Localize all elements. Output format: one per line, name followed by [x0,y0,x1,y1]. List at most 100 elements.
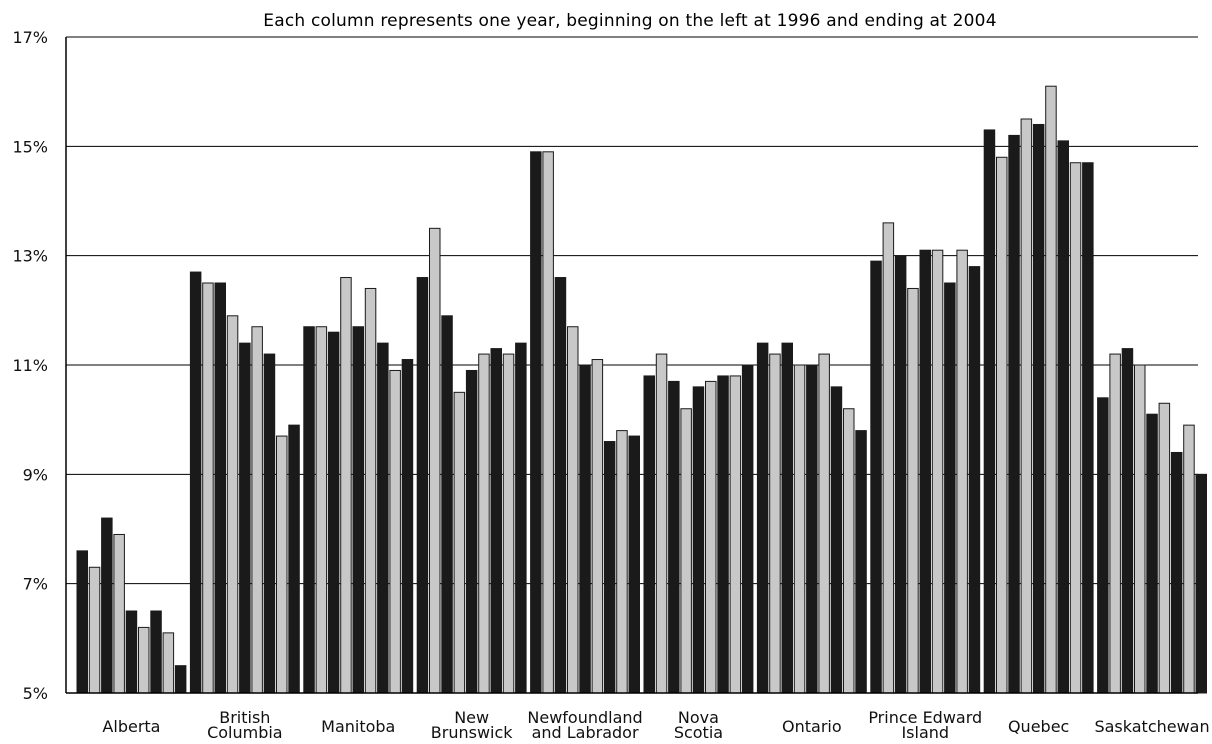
bar [793,364,806,694]
bar [956,249,968,694]
x-tick-label: British [219,708,270,727]
bar [643,375,655,694]
bar [1146,413,1158,694]
bar [769,353,781,694]
bar [1069,162,1082,694]
bar [389,369,401,694]
bar [781,342,793,694]
bar [756,342,769,694]
y-tick-label: 7% [23,575,48,594]
bar [806,364,818,694]
bar [542,151,554,694]
chart-title: Each column represents one year, beginni… [263,11,996,31]
bar [882,222,895,694]
bar [416,277,429,694]
x-tick-label: Scotia [674,723,723,742]
bar [239,342,251,694]
bar [818,353,830,694]
bar [251,326,263,694]
bar [1158,402,1171,694]
bar [429,227,441,694]
x-tick-label: Saskatchewan [1094,717,1209,736]
bar [931,249,944,694]
x-tick-label: New [454,708,489,727]
y-tick-label: 9% [23,465,48,484]
bar [1008,134,1020,694]
bar-group [643,353,754,694]
bar [591,359,604,694]
x-tick-label: Manitoba [321,717,395,736]
bar [263,353,276,694]
bar [478,353,490,694]
bar [870,260,882,694]
bar-group [870,222,981,694]
bar [655,353,668,694]
y-tick-label: 5% [23,684,48,703]
bar-group [756,342,867,694]
x-tick-label: and Labrador [532,723,639,742]
bar [907,287,919,694]
bar [1032,123,1045,694]
x-tick-label: Alberta [102,717,160,736]
bar [983,129,996,694]
bar [830,386,843,694]
bar [944,282,956,694]
bar-group [76,517,187,694]
axes [65,37,1198,694]
bars [76,85,1207,694]
bar [729,375,742,694]
bar [150,610,162,694]
x-tick-label: Island [901,723,949,742]
bar [88,566,101,694]
bar [692,386,705,694]
x-tick-label: Newfoundland [527,708,642,727]
bar [327,331,340,694]
bar [1097,397,1109,694]
bar [628,435,640,694]
bar [1082,162,1094,694]
bar [530,151,542,694]
bar [894,255,907,694]
bar [855,430,867,694]
bar [189,271,202,694]
y-tick-label: 11% [12,356,48,375]
bar [340,277,352,694]
bar [1195,473,1207,694]
y-axis-ticks: 5% 7% 9% 11% 13% 15% 17% [12,28,48,703]
bar [968,266,981,694]
bar [502,353,515,694]
y-tick-label: 13% [12,247,48,266]
bar [401,359,414,694]
bar [303,326,315,694]
bar [214,282,226,694]
bar [490,348,502,694]
bar [741,364,754,694]
bar [276,435,288,694]
bar [1020,118,1033,694]
bar [919,249,931,694]
bar [162,632,175,694]
bar [315,326,328,694]
bar-group [303,277,414,694]
bar [377,342,389,694]
bar-group [530,151,640,694]
bar [843,408,855,694]
x-tick-label: Ontario [782,717,842,736]
bar [101,517,113,694]
x-tick-label: Columbia [207,723,283,742]
bar [515,342,527,694]
bar-group [983,85,1094,694]
bar [680,408,692,694]
bar [616,430,628,694]
bar [1109,353,1121,694]
y-tick-label: 15% [12,137,48,156]
bar [717,375,729,694]
bar [1045,85,1057,694]
bar [996,156,1008,694]
bar [579,364,591,694]
bar [441,315,453,694]
bar [1170,451,1183,694]
bar-group [189,271,300,694]
bar [603,441,616,694]
